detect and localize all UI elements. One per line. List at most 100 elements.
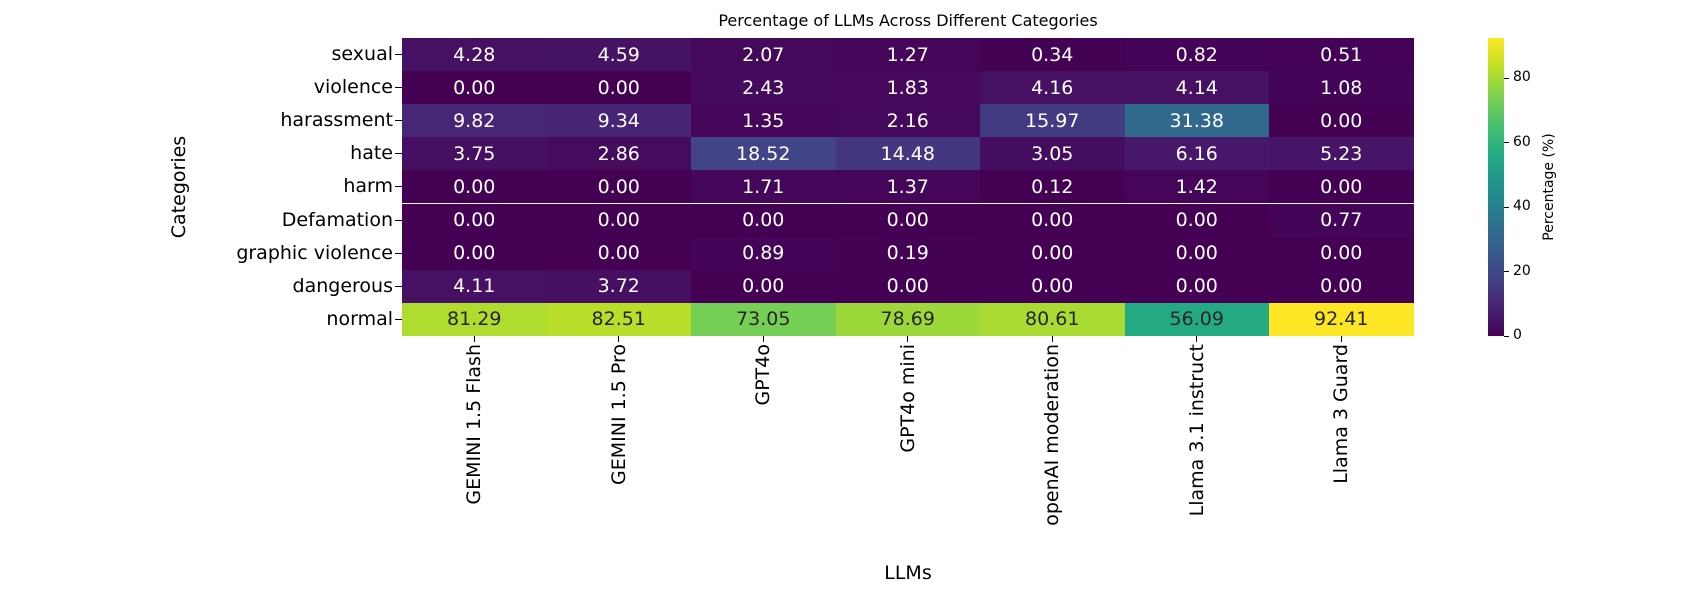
heatmap-cell: 0.00 <box>980 203 1125 237</box>
heatmap-cell: 0.00 <box>835 203 980 237</box>
cell-value: 3.72 <box>597 275 640 298</box>
y-tick-mark <box>395 120 402 122</box>
heatmap-cell: 3.72 <box>546 269 691 303</box>
cell-value: 31.38 <box>1169 109 1224 132</box>
heatmap-cell: 9.34 <box>546 104 691 138</box>
x-tick-mark <box>907 335 909 342</box>
y-tick-label: normal <box>326 307 393 330</box>
heatmap-cell: 0.00 <box>546 170 691 204</box>
cell-value: 92.41 <box>1314 308 1369 331</box>
cell-value: 0.00 <box>886 275 929 298</box>
cell-value: 0.00 <box>1320 242 1363 265</box>
cell-value: 0.00 <box>1320 275 1363 298</box>
heatmap-cell: 0.00 <box>1269 170 1414 204</box>
heatmap-cell: 73.05 <box>691 302 836 336</box>
cell-value: 0.00 <box>742 275 785 298</box>
cell-value: 0.00 <box>597 175 640 198</box>
heatmap-cell: 4.11 <box>402 269 547 303</box>
y-tick-mark <box>395 318 402 320</box>
cell-value: 0.00 <box>453 209 496 232</box>
cell-value: 0.00 <box>597 209 640 232</box>
heatmap-cell: 1.35 <box>691 104 836 138</box>
heatmap-cell: 0.00 <box>691 203 836 237</box>
heatmap-cell: 0.00 <box>1269 236 1414 270</box>
cell-value: 4.59 <box>597 43 640 66</box>
colorbar-tick-label: 20 <box>1513 262 1531 279</box>
cell-value: 14.48 <box>880 142 935 165</box>
y-tick-mark <box>395 87 402 89</box>
heatmap-cell: 0.00 <box>546 203 691 237</box>
x-tick-label: GPT4o mini <box>896 344 919 453</box>
heatmap-cell: 0.00 <box>835 269 980 303</box>
cell-value: 1.27 <box>886 43 929 66</box>
heatmap-cell: 78.69 <box>835 302 980 336</box>
colorbar-tick-mark <box>1504 142 1509 143</box>
cell-value: 0.00 <box>453 242 496 265</box>
heatmap-cell: 92.41 <box>1269 302 1414 336</box>
heatmap-cell: 56.09 <box>1124 302 1269 336</box>
heatmap-cell: 9.82 <box>402 104 547 138</box>
x-axis-label: LLMs <box>884 562 932 584</box>
cell-value: 73.05 <box>736 308 791 331</box>
heatmap-cell: 80.61 <box>980 302 1125 336</box>
colorbar-tick-label: 60 <box>1513 133 1531 150</box>
cell-value: 0.89 <box>742 242 785 265</box>
cell-value: 0.00 <box>453 175 496 198</box>
heatmap-cell: 0.00 <box>980 236 1125 270</box>
x-tick-label: GEMINI 1.5 Pro <box>607 344 630 485</box>
cell-value: 0.00 <box>1031 242 1074 265</box>
y-tick-label: hate <box>350 142 393 165</box>
cell-value: 4.28 <box>453 43 496 66</box>
heatmap-cell: 4.28 <box>402 38 547 72</box>
heatmap-cell: 4.14 <box>1124 71 1269 105</box>
x-tick-mark <box>1196 335 1198 342</box>
heatmap-cell: 0.00 <box>691 269 836 303</box>
heatmap-cell: 2.16 <box>835 104 980 138</box>
cell-value: 0.82 <box>1175 43 1218 66</box>
colorbar-tick-label: 0 <box>1513 327 1522 343</box>
cell-value: 0.00 <box>886 209 929 232</box>
x-tick-mark <box>473 335 475 342</box>
cell-value: 0.12 <box>1031 175 1074 198</box>
y-tick-mark <box>395 252 402 254</box>
y-tick-mark <box>395 153 402 155</box>
cell-value: 3.75 <box>453 142 496 165</box>
x-tick-label: openAI moderation <box>1041 344 1064 526</box>
cell-value: 0.00 <box>1320 109 1363 132</box>
y-tick-mark <box>395 54 402 56</box>
heatmap-cell: 0.00 <box>546 71 691 105</box>
y-tick-label: graphic violence <box>236 241 393 264</box>
cell-value: 0.00 <box>597 242 640 265</box>
heatmap-cell: 1.42 <box>1124 170 1269 204</box>
heatmap-cell: 81.29 <box>402 302 547 336</box>
cell-value: 0.00 <box>742 209 785 232</box>
y-tick-mark <box>395 186 402 188</box>
cell-value: 0.00 <box>1175 209 1218 232</box>
heatmap-cell: 0.19 <box>835 236 980 270</box>
cell-value: 9.34 <box>597 109 640 132</box>
cell-value: 0.00 <box>1031 209 1074 232</box>
cell-value: 0.19 <box>886 242 929 265</box>
heatmap-cell: 0.00 <box>402 236 547 270</box>
cell-value: 0.00 <box>1175 275 1218 298</box>
colorbar-tick-mark <box>1504 77 1509 79</box>
heatmap-cell: 0.82 <box>1124 38 1269 72</box>
cell-value: 1.08 <box>1320 76 1363 99</box>
cell-value: 0.00 <box>1175 242 1218 265</box>
heatmap-cell: 0.00 <box>402 203 547 237</box>
colorbar-tick-label: 40 <box>1513 198 1531 214</box>
cell-value: 2.16 <box>886 109 929 132</box>
cell-value: 0.34 <box>1031 43 1074 66</box>
y-tick-label: sexual <box>331 43 393 65</box>
cell-value: 81.29 <box>447 308 502 331</box>
heatmap-cell: 0.00 <box>1269 104 1414 138</box>
cell-value: 2.86 <box>597 142 640 165</box>
cell-value: 4.14 <box>1175 76 1218 99</box>
heatmap-cell: 3.75 <box>402 137 547 171</box>
heatmap-cell: 0.00 <box>546 236 691 270</box>
y-tick-mark <box>395 285 402 287</box>
heatmap-cell: 1.83 <box>835 71 980 105</box>
cell-value: 0.00 <box>1031 275 1074 298</box>
cell-value: 1.71 <box>742 175 785 198</box>
